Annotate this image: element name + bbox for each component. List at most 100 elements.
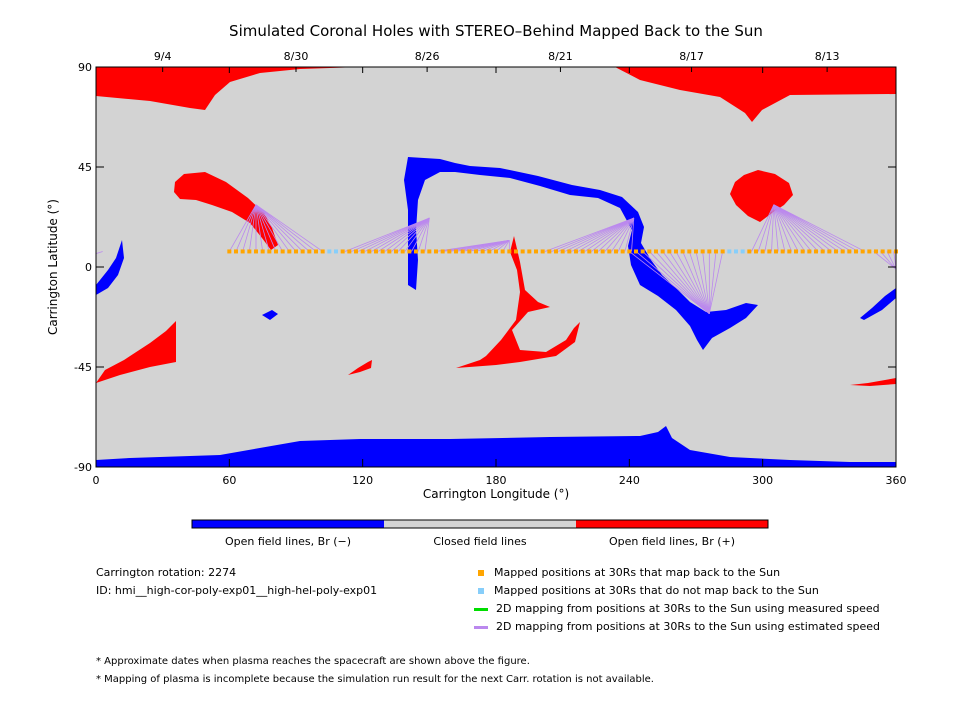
mapping-line bbox=[773, 204, 819, 252]
mapping-line bbox=[591, 217, 635, 252]
mapped-position-marker bbox=[480, 249, 485, 254]
note-incomplete: * Mapping of plasma is incomplete becaus… bbox=[96, 674, 654, 685]
mapped-position-marker bbox=[320, 249, 325, 254]
mapped-position-marker bbox=[440, 249, 445, 254]
mapped-position-marker bbox=[840, 249, 845, 254]
mapping-line bbox=[378, 217, 430, 252]
closed-field-background bbox=[96, 67, 896, 467]
mapping-line bbox=[629, 251, 710, 314]
x-tick-label: 120 bbox=[352, 474, 373, 487]
mapping-line bbox=[773, 204, 852, 252]
mapping-line bbox=[668, 251, 710, 314]
mapped-position-marker bbox=[260, 249, 265, 254]
mapping-line bbox=[358, 217, 430, 252]
date-tick-label: 8/21 bbox=[548, 50, 573, 63]
mapped-position-marker bbox=[760, 249, 765, 254]
mapped-position-marker bbox=[280, 249, 285, 254]
x-tick-label: 240 bbox=[619, 474, 640, 487]
mapping-line bbox=[688, 251, 710, 314]
mapping-line bbox=[708, 251, 717, 314]
mapping-line bbox=[604, 217, 635, 252]
y-tick-label: 0 bbox=[85, 261, 92, 274]
mapping-line bbox=[351, 217, 430, 252]
mapping-line bbox=[764, 204, 775, 252]
mapped-position-marker bbox=[607, 249, 612, 254]
colorbar-positive bbox=[576, 520, 768, 528]
mapped-position-marker bbox=[720, 249, 725, 254]
mapped-position-marker bbox=[647, 249, 652, 254]
mapping-line bbox=[578, 217, 634, 252]
open-negative-small-hole-west bbox=[262, 310, 278, 320]
mapping-lines bbox=[95, 204, 897, 314]
mapped-position-marker bbox=[300, 249, 305, 254]
mapped-position-marker bbox=[394, 249, 398, 254]
mapping-line bbox=[773, 204, 832, 252]
mapped-position-marker bbox=[427, 249, 432, 254]
legend-estimated-label: 2D mapping from positions at 30Rs to the… bbox=[496, 620, 881, 633]
mapping-line bbox=[880, 251, 897, 270]
y-tick-label: 90 bbox=[78, 61, 92, 74]
open-negative-hole-edge-left bbox=[96, 240, 124, 295]
mapping-line bbox=[544, 217, 634, 252]
mapped-position-marker bbox=[687, 249, 692, 254]
mapped-position-marker bbox=[627, 249, 632, 254]
mapping-line bbox=[773, 204, 826, 252]
mapping-line bbox=[255, 204, 317, 252]
x-tick-label: 360 bbox=[886, 474, 907, 487]
colorbar-negative bbox=[192, 520, 384, 528]
mapped-position-marker bbox=[800, 249, 805, 254]
x-tick-label: 180 bbox=[486, 474, 507, 487]
unmapped-position-marker bbox=[740, 249, 745, 254]
x-tick-label: 0 bbox=[93, 474, 100, 487]
mapping-line bbox=[584, 217, 635, 252]
colorbar-label-closed: Closed field lines bbox=[433, 535, 527, 548]
mapping-line bbox=[482, 239, 510, 252]
mapping-line bbox=[571, 217, 634, 252]
mapped-position-marker bbox=[567, 249, 572, 254]
unmapped-position-marker bbox=[734, 249, 738, 254]
mapped-position-marker bbox=[600, 249, 605, 254]
mapping-line bbox=[255, 204, 264, 252]
legend-unmapped: Mapped positions at 30Rs that do not map… bbox=[478, 584, 819, 597]
mapping-line bbox=[255, 204, 310, 252]
mapped-position-marker bbox=[434, 249, 438, 254]
legend-unmapped-label: Mapped positions at 30Rs that do not map… bbox=[494, 584, 819, 597]
mapped-position-marker bbox=[367, 249, 372, 254]
mapped-position-marker bbox=[640, 249, 645, 254]
carrington-rotation: Carrington rotation: 2274 bbox=[96, 566, 237, 579]
open-negative-hole-edge-right bbox=[860, 288, 896, 320]
mapping-line bbox=[886, 251, 897, 270]
mapping-line bbox=[495, 240, 510, 252]
colorbar-label-positive: Open field lines, Br (+) bbox=[609, 535, 735, 548]
date-tick-label: 9/4 bbox=[154, 50, 172, 63]
mapped-position-marker bbox=[507, 249, 512, 254]
mapped-position-marker bbox=[580, 249, 585, 254]
mapped-position-marker bbox=[267, 249, 272, 254]
y-tick-label: 45 bbox=[78, 161, 92, 174]
mapped-position-marker bbox=[274, 249, 278, 254]
mapped-position-marker bbox=[707, 249, 712, 254]
mapping-line bbox=[228, 204, 257, 252]
mapped-position-marker bbox=[854, 249, 858, 254]
mapping-line bbox=[255, 204, 277, 252]
mapped-position-marker bbox=[287, 249, 292, 254]
mapping-line bbox=[597, 217, 635, 252]
open-negative-serpentine-hole bbox=[404, 157, 758, 350]
mapped-swatch bbox=[478, 570, 484, 576]
mapping-line bbox=[255, 204, 297, 252]
open-positive-north-polar-hole-left bbox=[96, 67, 360, 110]
mapped-position-marker bbox=[834, 249, 838, 254]
mapped-position-marker bbox=[234, 249, 238, 254]
mapped-position-marker bbox=[887, 249, 892, 254]
mapped-position-marker bbox=[420, 249, 425, 254]
mapped-position-marker bbox=[847, 249, 852, 254]
mapping-line bbox=[255, 204, 303, 252]
mapping-line bbox=[95, 251, 103, 255]
mapped-position-marker bbox=[500, 249, 505, 254]
mapping-line bbox=[695, 251, 710, 314]
mapping-line bbox=[702, 251, 710, 314]
unmapped-position-marker bbox=[727, 249, 732, 254]
mapping-line bbox=[255, 204, 290, 252]
mapped-position-marker bbox=[754, 249, 758, 254]
mapping-line bbox=[751, 204, 775, 252]
